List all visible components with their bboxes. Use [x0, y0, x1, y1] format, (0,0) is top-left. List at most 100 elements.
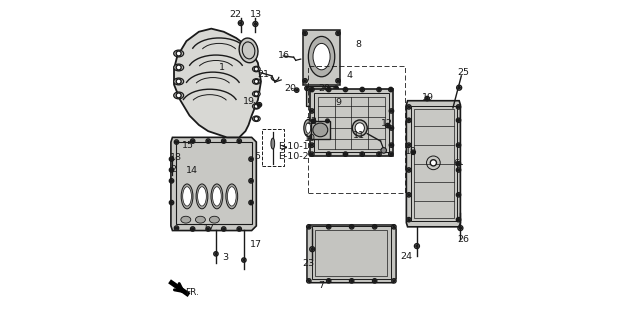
- Text: 5: 5: [254, 152, 260, 161]
- Circle shape: [254, 79, 259, 84]
- Circle shape: [393, 226, 395, 228]
- Circle shape: [378, 153, 380, 155]
- Circle shape: [176, 93, 181, 98]
- Circle shape: [243, 259, 245, 261]
- Polygon shape: [406, 101, 460, 227]
- Ellipse shape: [252, 91, 260, 97]
- Circle shape: [176, 65, 181, 70]
- Polygon shape: [171, 137, 257, 231]
- Text: 18: 18: [170, 153, 182, 162]
- Text: 6: 6: [454, 159, 460, 168]
- Bar: [308, 66, 405, 193]
- Circle shape: [239, 22, 242, 24]
- Circle shape: [374, 226, 376, 228]
- Text: 11: 11: [353, 131, 365, 140]
- Circle shape: [238, 228, 240, 230]
- Bar: [411, 106, 457, 221]
- Text: 8: 8: [356, 40, 362, 49]
- Circle shape: [170, 158, 173, 160]
- Bar: [414, 109, 454, 218]
- Circle shape: [378, 89, 380, 90]
- Ellipse shape: [182, 187, 191, 206]
- Circle shape: [311, 248, 314, 250]
- Ellipse shape: [252, 104, 260, 109]
- Circle shape: [311, 110, 313, 112]
- Ellipse shape: [173, 50, 184, 57]
- Circle shape: [175, 141, 177, 143]
- Ellipse shape: [355, 123, 364, 133]
- Text: 19: 19: [404, 147, 417, 156]
- Text: 25: 25: [457, 68, 469, 77]
- Ellipse shape: [308, 37, 335, 77]
- Circle shape: [311, 89, 313, 90]
- Circle shape: [170, 180, 173, 182]
- Polygon shape: [174, 29, 261, 137]
- Ellipse shape: [196, 184, 208, 209]
- Circle shape: [458, 86, 460, 89]
- Circle shape: [412, 151, 414, 153]
- Circle shape: [254, 92, 259, 96]
- Ellipse shape: [173, 92, 184, 99]
- Ellipse shape: [212, 187, 221, 206]
- Circle shape: [250, 202, 252, 203]
- Circle shape: [308, 280, 310, 282]
- Circle shape: [337, 80, 339, 82]
- Circle shape: [207, 140, 209, 142]
- Ellipse shape: [313, 43, 330, 70]
- Circle shape: [328, 153, 330, 155]
- Bar: [316, 230, 387, 275]
- Text: 19: 19: [422, 93, 434, 102]
- Circle shape: [304, 32, 306, 34]
- Circle shape: [351, 226, 353, 228]
- Circle shape: [176, 51, 181, 56]
- Text: 23: 23: [302, 259, 314, 268]
- Circle shape: [215, 253, 217, 255]
- Circle shape: [191, 228, 194, 230]
- Bar: [303, 30, 340, 85]
- Circle shape: [408, 119, 410, 121]
- Text: E-10-2: E-10-2: [278, 152, 309, 161]
- Circle shape: [351, 280, 353, 282]
- Circle shape: [175, 227, 177, 229]
- Circle shape: [458, 169, 460, 171]
- Circle shape: [408, 219, 410, 221]
- Text: 16: 16: [278, 51, 291, 60]
- Circle shape: [361, 153, 364, 155]
- Ellipse shape: [239, 38, 258, 63]
- Text: 22: 22: [230, 10, 241, 19]
- Circle shape: [328, 280, 330, 282]
- Circle shape: [254, 23, 257, 25]
- Circle shape: [458, 119, 460, 121]
- Text: FR.: FR.: [185, 288, 199, 296]
- Circle shape: [390, 110, 392, 112]
- Circle shape: [250, 158, 252, 160]
- Text: 21: 21: [257, 70, 269, 79]
- Text: 12: 12: [381, 119, 393, 128]
- Circle shape: [191, 140, 194, 142]
- Text: 14: 14: [186, 166, 198, 175]
- Bar: [306, 86, 337, 106]
- Ellipse shape: [352, 120, 367, 136]
- Circle shape: [313, 120, 315, 122]
- Text: 17: 17: [250, 240, 262, 249]
- Circle shape: [458, 194, 460, 196]
- Text: 12: 12: [306, 117, 318, 126]
- Text: 19: 19: [243, 97, 255, 106]
- Ellipse shape: [381, 148, 387, 153]
- Circle shape: [387, 124, 388, 127]
- Ellipse shape: [252, 116, 260, 121]
- Ellipse shape: [195, 216, 205, 223]
- Circle shape: [311, 153, 313, 155]
- Ellipse shape: [306, 123, 310, 133]
- Circle shape: [306, 87, 308, 89]
- Circle shape: [238, 140, 240, 142]
- Circle shape: [324, 89, 326, 91]
- Circle shape: [390, 144, 392, 146]
- Circle shape: [311, 144, 313, 146]
- Text: 9: 9: [335, 98, 341, 107]
- Circle shape: [296, 89, 298, 91]
- Ellipse shape: [209, 216, 220, 223]
- Circle shape: [344, 153, 346, 155]
- Circle shape: [460, 227, 461, 229]
- Circle shape: [408, 169, 410, 171]
